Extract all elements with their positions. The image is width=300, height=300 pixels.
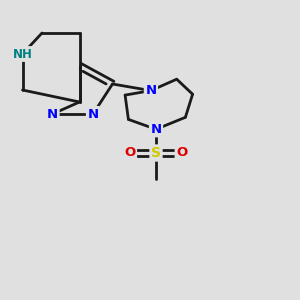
- Text: N: N: [47, 107, 58, 121]
- Text: N: N: [150, 123, 162, 136]
- Text: O: O: [176, 146, 188, 160]
- Text: NH: NH: [13, 47, 32, 61]
- Text: S: S: [151, 146, 161, 160]
- Text: N: N: [145, 84, 157, 97]
- Text: O: O: [124, 146, 136, 160]
- Text: N: N: [87, 107, 99, 121]
